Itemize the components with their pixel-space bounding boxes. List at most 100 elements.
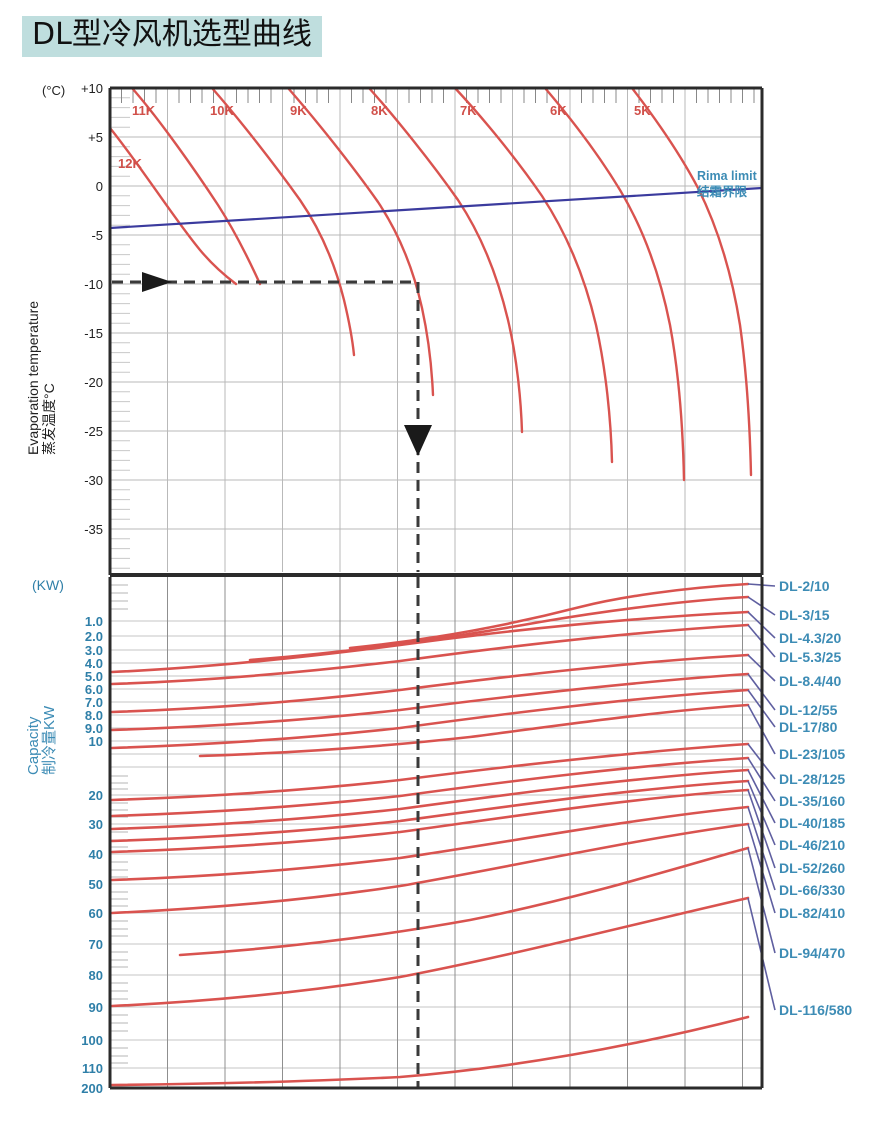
- bottom-ytick-110: 110: [82, 1061, 103, 1076]
- model-label-4: DL-8.4/40: [779, 673, 841, 689]
- dt-label-6K: 6K: [550, 103, 567, 118]
- bottom-ytick-200: 200: [81, 1081, 103, 1096]
- top-panel: 11K 12K 10K 9K 8K 7K 6K 5K Rima limit 结霜…: [25, 81, 764, 575]
- frost-limit-group: [109, 186, 763, 230]
- model-label-14: DL-82/410: [779, 905, 845, 921]
- dt-label-7K: 7K: [460, 103, 477, 118]
- dt-label-8K: 8K: [371, 103, 388, 118]
- rima-limit-label-en: Rima limit: [697, 169, 758, 183]
- capacity-curve-DL-66-330: [110, 805, 750, 882]
- model-label-6: DL-17/80: [779, 719, 838, 735]
- bottom-ytick-3.0: 3.0: [85, 643, 103, 658]
- top-minor-tick-group: [110, 97, 130, 569]
- model-label-8: DL-28/125: [779, 771, 845, 787]
- top-ytick-label-group: +10 +5 0 -5 -10 -15 -20 -25 -30 -35: [81, 81, 103, 537]
- bottom-yaxis-title-cn: 制冷量KW: [41, 705, 58, 775]
- dt-label-group: 11K 12K 10K 9K 8K 7K 6K 5K: [118, 103, 651, 171]
- top-ytick-1: +5: [88, 130, 103, 145]
- capacity-curve-DL-5.3-25: [110, 623, 750, 686]
- bottom-ytick-100: 100: [81, 1033, 103, 1048]
- top-hgrid-group: [110, 136, 762, 530]
- bottom-ytick-30: 30: [89, 817, 103, 832]
- capacity-curve-DL-3-15: [248, 595, 750, 662]
- top-ytick-6: -20: [84, 375, 103, 390]
- bottom-ytick-4.0: 4.0: [85, 656, 103, 671]
- capacity-curve-DL-4.3-20: [110, 610, 750, 674]
- capacity-curve-DL-8.4-40: [110, 653, 750, 714]
- bottom-ytick-70: 70: [89, 937, 103, 952]
- dt-curve-5K: [630, 86, 753, 477]
- bottom-ytick-8.0: 8.0: [85, 708, 103, 723]
- capacity-curve-DL-116-580: [110, 896, 750, 1008]
- capacity-curve-DL-28-125: [110, 742, 750, 802]
- model-label-10: DL-40/185: [779, 815, 845, 831]
- model-label-13: DL-66/330: [779, 882, 845, 898]
- capacity-curve-DL-23-105: [198, 703, 750, 758]
- dt-label-12K: 12K: [118, 156, 142, 171]
- top-axis-frame: [108, 86, 764, 575]
- dt-label-5K: 5K: [634, 103, 651, 118]
- bottom-ytick-2.0: 2.0: [85, 629, 103, 644]
- dt-curve-10K: [210, 86, 356, 357]
- top-ytick-2: 0: [96, 179, 103, 194]
- capacity-curve-DL-200: [110, 1015, 750, 1087]
- bottom-panel: 1.0 2.0 3.0 4.0 5.0 6.0 7.0 8.0 9.0 10 2…: [25, 577, 852, 1096]
- bottom-ytick-6.0: 6.0: [85, 682, 103, 697]
- dt-label-9K: 9K: [290, 103, 307, 118]
- bottom-ytick-60: 60: [89, 906, 103, 921]
- guide-vertical-arrowhead: [404, 425, 432, 456]
- capacity-curve-DL-35-160: [110, 756, 750, 818]
- capacity-curve-DL-46-210: [110, 779, 750, 843]
- bottom-ytick-50: 50: [89, 877, 103, 892]
- capacity-curve-DL-40-185: [110, 768, 750, 831]
- bottom-ytick-80: 80: [89, 968, 103, 983]
- dt-label-10K: 10K: [210, 103, 234, 118]
- top-ytick-5: -15: [84, 326, 103, 341]
- top-ytick-7: -25: [84, 424, 103, 439]
- bottom-ytick-90: 90: [89, 1000, 103, 1015]
- bottom-ytick-10: 10: [89, 734, 103, 749]
- top-vgrid-group: [167, 88, 686, 572]
- guide-vertical-top-group: [404, 282, 432, 572]
- model-label-11: DL-46/210: [779, 837, 845, 853]
- bottom-yaxis-title-en: Capacity: [25, 716, 42, 775]
- top-ytick-8: -30: [84, 473, 103, 488]
- capacity-curve-group: [110, 582, 750, 1087]
- top-unit-label: (°C): [42, 83, 65, 98]
- bottom-ytick-9.0: 9.0: [85, 721, 103, 736]
- model-label-12: DL-52/260: [779, 860, 845, 876]
- capacity-curve-DL-17-80: [110, 688, 750, 750]
- model-label-group: DL-2/10 DL-3/15 DL-4.3/20 DL-5.3/25 DL-8…: [779, 578, 852, 1018]
- model-label-1: DL-3/15: [779, 607, 830, 623]
- model-label-16: DL-116/580: [779, 1002, 852, 1018]
- dt-curve-6K: [543, 86, 686, 482]
- dt-curve-8K: [367, 86, 524, 434]
- capacity-curve-DL-2-10: [348, 582, 750, 650]
- dt-curve-group: [108, 86, 753, 482]
- top-yaxis-title-en: Evaporation temperature: [25, 301, 41, 455]
- model-label-3: DL-5.3/25: [779, 649, 841, 665]
- capacity-curve-DL-82-410: [110, 822, 750, 915]
- dt-label-11K: 11K: [132, 103, 156, 118]
- model-label-5: DL-12/55: [779, 702, 838, 718]
- frost-limit-line: [109, 186, 763, 230]
- capacity-curve-DL-12-55: [110, 672, 750, 732]
- top-axis-tick-group: [121, 89, 755, 103]
- bottom-ytick-40: 40: [89, 847, 103, 862]
- dt-curve-9K: [286, 86, 435, 397]
- bottom-ytick-5.0: 5.0: [85, 669, 103, 684]
- top-ytick-3: -5: [91, 228, 103, 243]
- capacity-curve-DL-52-260: [110, 788, 750, 854]
- top-yaxis-title-cn: 蒸发温度°C: [41, 383, 57, 455]
- page-title: DL型冷风机选型曲线: [32, 17, 312, 52]
- model-label-9: DL-35/160: [779, 793, 845, 809]
- bottom-unit-label: (KW): [32, 577, 64, 593]
- bottom-ytick-20: 20: [89, 788, 103, 803]
- guide-horizontal-group: [112, 272, 418, 292]
- dt-curve-7K: [453, 86, 614, 464]
- model-label-15: DL-94/470: [779, 945, 845, 961]
- model-label-7: DL-23/105: [779, 746, 845, 762]
- dt-curve-12K: [108, 126, 238, 286]
